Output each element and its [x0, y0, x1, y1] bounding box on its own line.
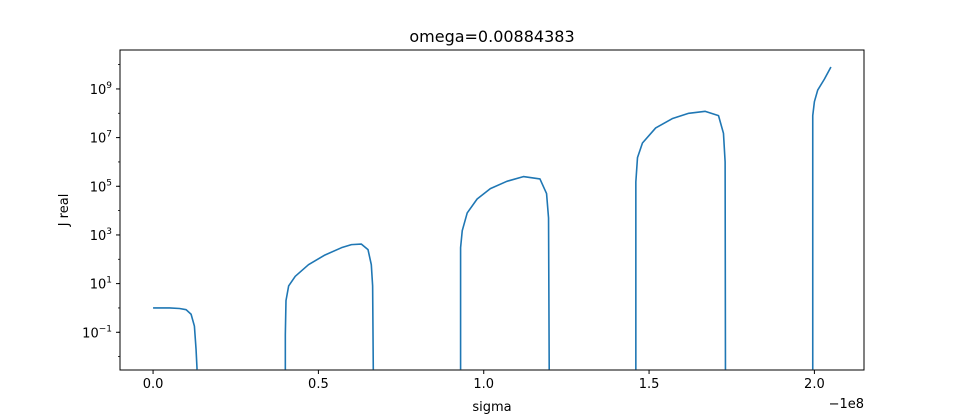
y-tick-label: 103 [90, 227, 112, 244]
x-axis-offset-text: −1e8 [829, 397, 864, 412]
series-line-segment-4 [635, 110, 727, 370]
y-tick-label: 101 [90, 276, 112, 293]
series-line-segment-3 [459, 175, 551, 370]
x-tick-label: 2.0 [804, 377, 825, 392]
plot-frame [119, 49, 865, 371]
x-axis-label: sigma [472, 400, 511, 415]
x-tick-label: 0.5 [308, 377, 329, 392]
x-tick-label: 0.0 [143, 377, 164, 392]
x-axis-ticks: 0.0 0.5 1.0 1.5 2.0 [143, 370, 825, 392]
series-line-segment-5 [811, 66, 832, 370]
series-line-segment-2 [284, 243, 375, 370]
y-tick-label: 10−1 [82, 324, 112, 341]
plot-area [153, 66, 832, 370]
series-line-segment-1 [153, 307, 198, 370]
y-axis-ticks: 10−1 101 103 105 107 109 [82, 64, 120, 358]
y-tick-label: 105 [90, 178, 112, 195]
y-tick-label: 109 [90, 81, 113, 98]
y-tick-label: 107 [90, 130, 112, 147]
x-tick-label: 1.5 [639, 377, 660, 392]
y-axis-label: J real [57, 194, 72, 228]
x-tick-label: 1.0 [473, 377, 494, 392]
chart-title: omega=0.00884383 [409, 27, 574, 46]
